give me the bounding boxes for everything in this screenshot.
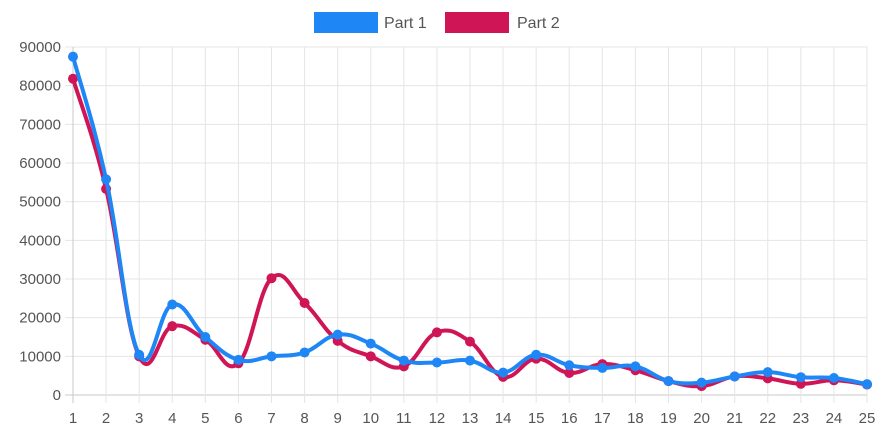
x-tick-label: 3 (135, 410, 143, 427)
data-point-part-1[interactable] (663, 376, 674, 387)
y-tick-label: 70000 (19, 116, 61, 133)
y-tick-label: 80000 (19, 78, 61, 95)
data-point-part-1[interactable] (465, 355, 475, 366)
legend-item-part-1[interactable]: Part 1 (314, 12, 427, 33)
data-point-part-1[interactable] (332, 329, 343, 340)
legend-label-part-2: Part 2 (517, 15, 560, 32)
data-point-part-1[interactable] (101, 174, 112, 185)
x-tick-label: 19 (660, 410, 677, 427)
legend-item-part-2[interactable]: Part 2 (445, 12, 560, 33)
x-tick-label: 8 (300, 410, 308, 427)
x-tick-label: 25 (859, 410, 876, 427)
x-tick-label: 9 (333, 410, 341, 427)
data-point-part-1[interactable] (762, 367, 773, 378)
y-tick-label: 90000 (19, 39, 61, 56)
data-point-part-1[interactable] (498, 367, 509, 378)
data-point-part-2[interactable] (465, 336, 475, 347)
legend[interactable]: Part 1 Part 2 (314, 12, 560, 33)
data-point-part-1[interactable] (862, 379, 872, 390)
y-tick-label: 0 (53, 387, 61, 404)
x-tick-label: 10 (362, 410, 379, 427)
data-point-part-1[interactable] (398, 355, 409, 366)
legend-swatch-part-2 (445, 12, 509, 33)
data-point-part-1[interactable] (68, 51, 78, 62)
data-point-part-2[interactable] (431, 327, 442, 338)
data-point-part-1[interactable] (233, 354, 244, 365)
data-point-part-1[interactable] (729, 371, 740, 382)
grid-layer (65, 46, 868, 403)
data-point-part-1[interactable] (431, 357, 442, 368)
x-tick-label: 22 (759, 410, 776, 427)
legend-label-part-1: Part 1 (384, 15, 427, 32)
x-tick-label: 13 (462, 410, 479, 427)
data-point-part-1[interactable] (299, 347, 310, 358)
data-point-part-2[interactable] (68, 73, 78, 84)
y-tick-label: 50000 (19, 194, 61, 211)
x-tick-label: 17 (594, 410, 611, 427)
data-point-part-1[interactable] (564, 360, 575, 371)
legend-swatch-part-1 (314, 12, 378, 33)
x-tick-label: 12 (429, 410, 446, 427)
data-point-part-2[interactable] (167, 321, 178, 332)
data-point-part-1[interactable] (200, 332, 211, 342)
data-point-part-1[interactable] (167, 299, 178, 310)
series-layer (68, 51, 872, 392)
data-point-part-2[interactable] (365, 351, 376, 362)
y-tick-label: 60000 (19, 155, 61, 172)
x-tick-label: 16 (561, 410, 578, 427)
x-tick-label: 5 (201, 410, 209, 427)
x-tick-label: 1 (69, 410, 77, 427)
data-point-part-1[interactable] (531, 349, 542, 360)
x-tick-label: 14 (495, 410, 512, 427)
data-point-part-1[interactable] (365, 338, 376, 349)
x-tick-label: 2 (102, 410, 110, 427)
data-point-part-1[interactable] (134, 349, 145, 360)
x-tick-label: 4 (168, 410, 176, 427)
data-point-part-1[interactable] (597, 362, 608, 373)
y-tick-label: 10000 (19, 348, 61, 365)
x-tick-label: 23 (792, 410, 809, 427)
x-tick-label: 7 (267, 410, 275, 427)
data-point-part-1[interactable] (630, 361, 641, 372)
x-tick-label: 6 (234, 410, 242, 427)
y-tick-label: 20000 (19, 310, 61, 327)
x-tick-label: 18 (627, 410, 644, 427)
y-tick-label: 30000 (19, 271, 61, 288)
data-point-part-1[interactable] (266, 351, 277, 362)
x-tick-label: 11 (396, 410, 412, 427)
x-tick-label: 20 (693, 410, 710, 427)
data-point-part-2[interactable] (299, 297, 310, 308)
x-tick-label: 15 (528, 410, 545, 427)
x-tick-label: 21 (726, 410, 743, 427)
axis-layer: 0 10000 20000 30000 40000 50000 60000 70000 8000… (19, 39, 875, 427)
data-point-part-1[interactable] (696, 377, 707, 388)
data-point-part-2[interactable] (266, 273, 277, 284)
data-point-part-1[interactable] (795, 372, 806, 383)
series-part-1 (68, 51, 872, 390)
y-tick-label: 40000 (19, 232, 61, 249)
data-point-part-1[interactable] (828, 372, 839, 383)
x-tick-label: 24 (826, 410, 843, 427)
